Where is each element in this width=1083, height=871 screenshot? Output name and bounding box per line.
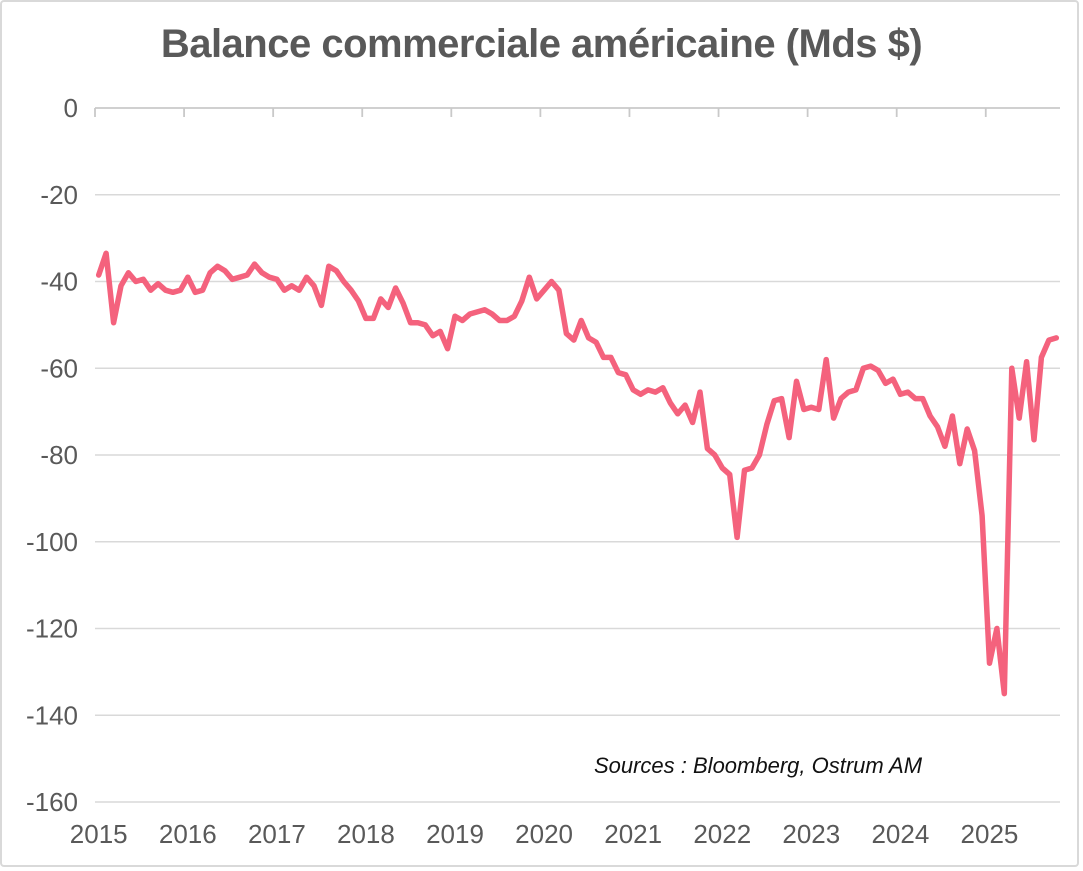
chart-title: Balance commerciale américaine (Mds $) bbox=[160, 22, 923, 66]
x-tick-label-2018: 2018 bbox=[337, 819, 395, 849]
x-tick-label-2023: 2023 bbox=[782, 819, 840, 849]
y-tick-label--140: -140 bbox=[26, 700, 78, 730]
x-tick-label-2021: 2021 bbox=[604, 819, 662, 849]
x-tick-label-2017: 2017 bbox=[248, 819, 306, 849]
y-tick-label--160: -160 bbox=[26, 787, 78, 817]
x-tick-label-2025: 2025 bbox=[961, 819, 1019, 849]
source-note: Sources : Bloomberg, Ostrum AM bbox=[593, 753, 923, 778]
series-line-balance-commerciale bbox=[95, 250, 1060, 697]
y-tick-label-0: 0 bbox=[64, 93, 78, 123]
y-tick-label--120: -120 bbox=[26, 614, 78, 644]
y-tick-label--80: -80 bbox=[40, 440, 78, 470]
y-tick-label--20: -20 bbox=[40, 180, 78, 210]
x-tick-label-2016: 2016 bbox=[159, 819, 217, 849]
y-tick-label--40: -40 bbox=[40, 267, 78, 297]
x-tick-label-2019: 2019 bbox=[426, 819, 484, 849]
x-tick-label-2022: 2022 bbox=[693, 819, 751, 849]
y-tick-label--60: -60 bbox=[40, 353, 78, 383]
y-tick-label--100: -100 bbox=[26, 527, 78, 557]
x-tick-label-2015: 2015 bbox=[70, 819, 128, 849]
x-tick-label-2020: 2020 bbox=[515, 819, 573, 849]
x-tick-label-2024: 2024 bbox=[871, 819, 929, 849]
